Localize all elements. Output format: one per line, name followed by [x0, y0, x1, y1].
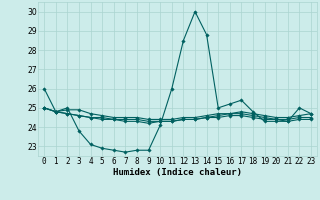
X-axis label: Humidex (Indice chaleur): Humidex (Indice chaleur)	[113, 168, 242, 177]
